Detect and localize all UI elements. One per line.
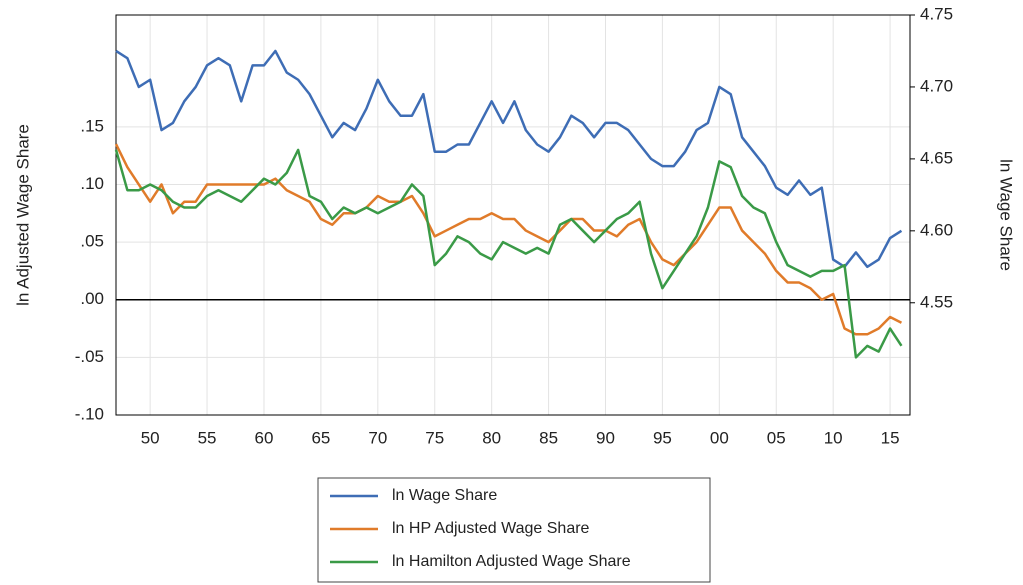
legend-label: ln Wage Share: [392, 487, 497, 504]
y-tick-label: .00: [80, 289, 104, 308]
x-tick-label: 75: [425, 428, 444, 447]
legend-label: ln Hamilton Adjusted Wage Share: [392, 553, 631, 570]
y-axis-label: ln Adjusted Wage Share: [13, 124, 32, 306]
x-tick-label: 90: [596, 428, 615, 447]
plot-frame: [115, 14, 911, 416]
y2-tick-label: 4.55: [920, 292, 953, 311]
y-tick-label: .15: [80, 116, 104, 135]
x-tick-label: 00: [710, 428, 729, 447]
x-tick-label: 50: [141, 428, 160, 447]
x-tick-label: 55: [198, 428, 217, 447]
x-tick-label: 15: [881, 428, 900, 447]
x-tick-label: 80: [482, 428, 501, 447]
y2-axis-label: ln Wage Share: [997, 159, 1016, 271]
y-tick-label: .05: [80, 232, 104, 251]
y-tick-label: -.05: [75, 347, 104, 366]
x-tick-label: 85: [539, 428, 558, 447]
y2-tick-label: 4.65: [920, 148, 953, 167]
x-tick-label: 65: [311, 428, 330, 447]
y2-tick-label: 4.75: [920, 4, 953, 23]
y2-tick-label: 4.60: [920, 220, 953, 239]
series-line: [114, 143, 903, 336]
x-tick-label: 05: [767, 428, 786, 447]
x-tick-label: 10: [824, 428, 843, 447]
series-line: [115, 49, 903, 269]
series-line: [114, 148, 903, 359]
legend-label: ln HP Adjusted Wage Share: [392, 520, 590, 537]
y-tick-label: -.10: [75, 404, 104, 423]
y2-tick-label: 4.70: [920, 76, 953, 95]
legend-box: [317, 477, 711, 583]
y-tick-label: .10: [80, 174, 104, 193]
x-tick-label: 95: [653, 428, 672, 447]
x-tick-label: 70: [368, 428, 387, 447]
x-tick-label: 60: [255, 428, 274, 447]
